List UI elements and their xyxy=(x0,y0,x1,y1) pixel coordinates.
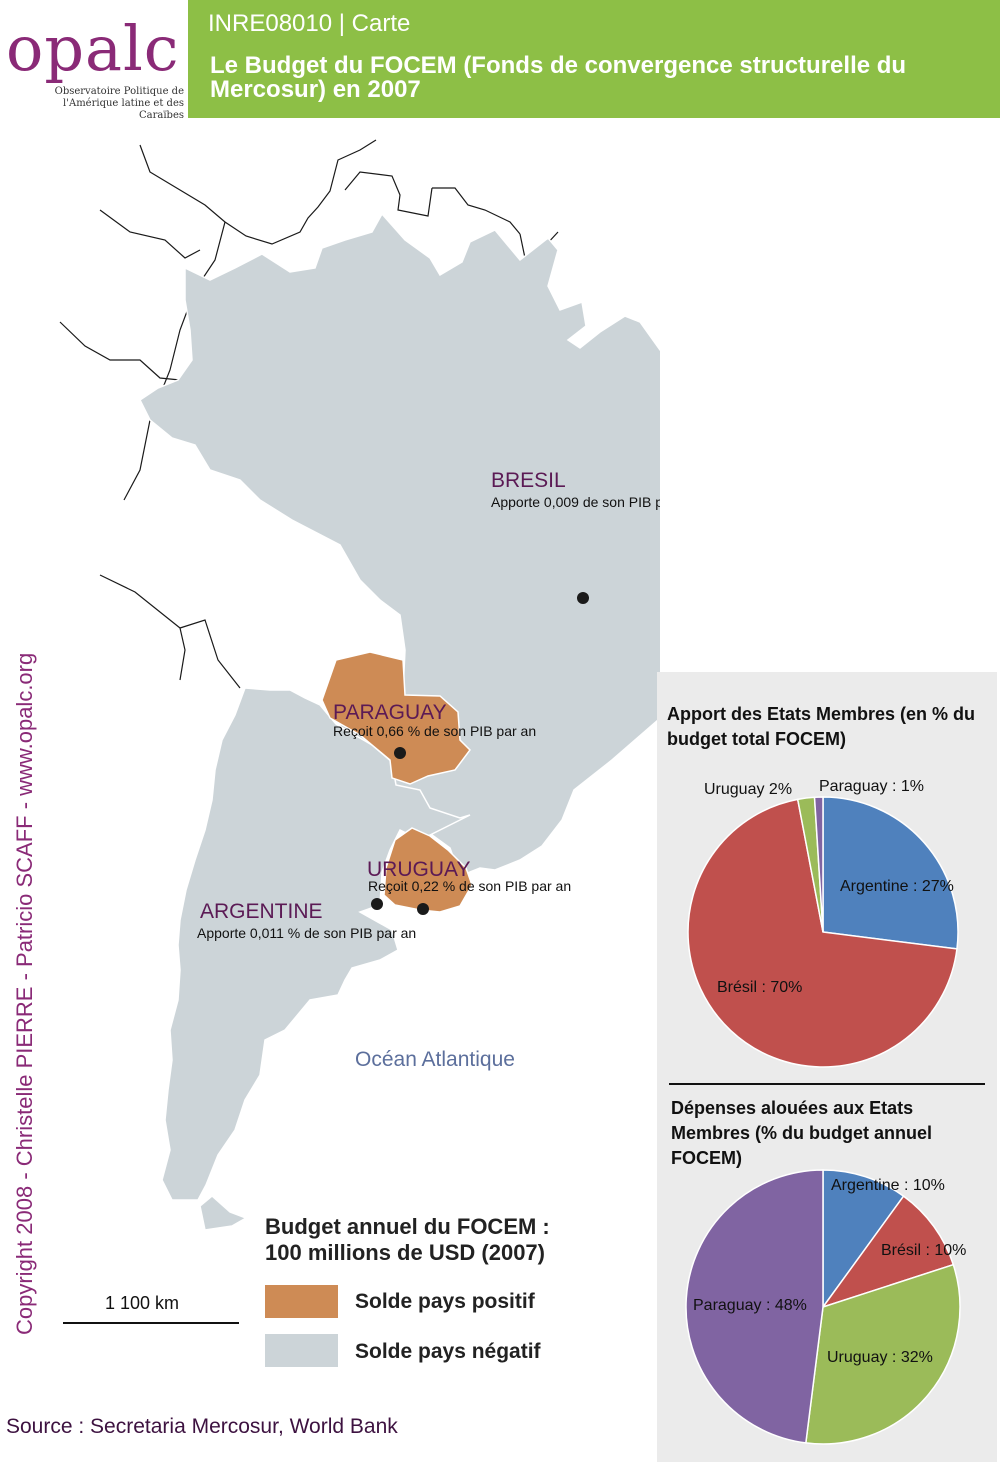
pie-slice-paraguay xyxy=(813,796,824,933)
uruguay-note: Reçoit 0,22 % de son PIB par an xyxy=(368,878,571,894)
scale-label: 1 100 km xyxy=(105,1293,180,1313)
spending-pie-chart: Argentine : 10% Brésil : 10% Uruguay : 32%… xyxy=(685,1169,966,1445)
neighbour-borders xyxy=(59,139,559,689)
argentine-note: Apporte 0,011 % de son PIB par an xyxy=(197,925,416,941)
pie-slice-bresil xyxy=(687,798,958,1068)
pie-slice-argentine xyxy=(822,796,959,950)
legend-title-line-1: Budget annuel du FOCEM : xyxy=(265,1214,550,1239)
legend-title-line-2: 100 millions de USD (2007) xyxy=(265,1240,545,1265)
contribution-pie-chart: Argentine : 27% Brésil : 70% Uruguay 2% Par… xyxy=(687,778,959,1068)
capital-brasilia-marker xyxy=(577,592,589,604)
logo-wordmark: opalc xyxy=(6,12,180,85)
chart-1-title: Apport des Etats Membres (en % du budget… xyxy=(667,704,976,749)
source-note: Source : Secretaria Mercosur, World Bank xyxy=(6,1415,398,1438)
paraguay-shape xyxy=(321,651,471,785)
pie-label-bresil: Brésil : 10% xyxy=(881,1242,966,1259)
paraguay-name: PARAGUAY xyxy=(333,701,447,724)
legend-negative-label: Solde pays négatif xyxy=(355,1340,541,1363)
legend-negative-swatch xyxy=(265,1334,338,1367)
capital-asuncion-marker xyxy=(394,747,406,759)
pie-label-uruguay: Uruguay 2% xyxy=(704,781,792,798)
argentine-name: ARGENTINE xyxy=(200,900,323,923)
pie-label-argentine: Argentine : 27% xyxy=(840,878,954,895)
legend-positive-label: Solde pays positif xyxy=(355,1290,535,1313)
legend-positive-swatch xyxy=(265,1285,338,1318)
legend-title: Budget annuel du FOCEM : 100 millions de… xyxy=(265,1214,550,1266)
pie-slice-argentine xyxy=(822,1169,905,1310)
pie-label-paraguay: Paraguay : 1% xyxy=(819,778,924,795)
pie-slice-paraguay xyxy=(685,1169,824,1444)
logo-subtitle-line-2: l'Amérique latine et des Caraïbes xyxy=(63,98,184,121)
page-title: Le Budget du FOCEM (Fonds de convergence… xyxy=(210,52,907,103)
logo-subtitle: Observatoire Politique de l'Amérique lat… xyxy=(16,86,184,122)
pie-slice-bresil xyxy=(821,1195,955,1309)
paraguay-note: Reçoit 0,66 % de son PIB par an xyxy=(333,723,536,739)
scale-bar xyxy=(63,1322,239,1324)
logo-subtitle-line-1: Observatoire Politique de xyxy=(54,86,184,97)
document-code: INRE08010 | Carte xyxy=(208,10,411,37)
pie-label-bresil: Brésil : 70% xyxy=(717,979,802,996)
title-banner: INRE08010 | Carte Le Budget du FOCEM (Fo… xyxy=(188,0,1000,118)
bresil-shape xyxy=(139,212,660,877)
pie-label-paraguay: Paraguay : 48% xyxy=(693,1297,807,1314)
panel-divider xyxy=(669,1083,985,1085)
opalc-logo: opalc Observatoire Politique de l'Amériq… xyxy=(0,0,188,121)
bresil-note: Apporte 0,009 de son PIB par an xyxy=(491,494,660,510)
header: opalc Observatoire Politique de l'Amériq… xyxy=(0,0,1000,121)
uruguay-shape xyxy=(383,827,473,913)
tierra-del-fuego-shape xyxy=(199,1195,248,1231)
chart-2-title: Dépenses alouées aux Etats Membres (% du… xyxy=(671,1098,933,1168)
pie-label-argentine: Argentine : 10% xyxy=(831,1177,945,1194)
pie-label-uruguay: Uruguay : 32% xyxy=(827,1349,933,1366)
pie-slice-uruguay xyxy=(804,1263,961,1445)
bresil-name: BRESIL xyxy=(491,469,566,492)
capital-montevideo-marker xyxy=(417,903,429,915)
charts-panel: Apport des Etats Membres (en % du budget… xyxy=(657,672,997,1462)
copyright-credit: Copyright 2008 - Christelle PIERRE - Pat… xyxy=(12,652,37,1335)
south-america-map: BRESIL Apporte 0,009 de son PIB par an P… xyxy=(59,139,660,1231)
capital-buenos-aires-marker xyxy=(371,898,383,910)
uruguay-name: URUGUAY xyxy=(367,858,470,881)
ocean-label: Océan Atlantique xyxy=(355,1048,515,1071)
argentine-shape xyxy=(161,687,471,1201)
